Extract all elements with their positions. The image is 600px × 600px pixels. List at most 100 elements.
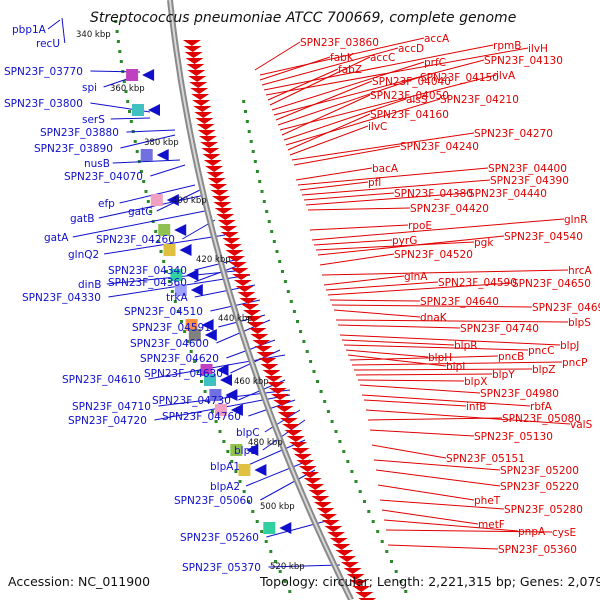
right-gene-label[interactable]: SPN23F_04400 bbox=[488, 163, 567, 175]
left-gene-label[interactable]: trkA bbox=[166, 292, 189, 304]
right-gene-label[interactable]: blpI bbox=[446, 361, 465, 373]
right-gene-label[interactable]: alsS bbox=[406, 94, 428, 106]
left-gene-label[interactable]: recU bbox=[36, 38, 60, 50]
right-gene-label[interactable]: blpX bbox=[464, 376, 487, 388]
right-gene-label[interactable]: fabK bbox=[330, 52, 355, 64]
right-gene-label[interactable]: SPN23F_04240 bbox=[400, 141, 479, 153]
right-gene-label[interactable]: glnA bbox=[404, 271, 428, 283]
right-gene-label[interactable]: SPN23F_04640 bbox=[420, 296, 499, 308]
left-gene-label[interactable]: SPN23F_04260 bbox=[96, 234, 175, 246]
right-gene-label[interactable]: SPN23F_04040 bbox=[372, 76, 451, 88]
left-gene-label[interactable]: SPN23F_03880 bbox=[40, 127, 119, 139]
right-gene-label[interactable]: cysE bbox=[552, 527, 576, 539]
right-gene-label[interactable]: pheT bbox=[474, 495, 501, 507]
left-gene-label[interactable]: glnQ2 bbox=[68, 249, 99, 261]
right-gene-label[interactable]: infB bbox=[466, 401, 486, 413]
left-gene-label[interactable]: SPN23F_04340 bbox=[108, 265, 187, 277]
right-gene-label[interactable]: SPN23F_04980 bbox=[480, 388, 559, 400]
right-gene-label[interactable]: SPN23F_04690 bbox=[532, 302, 600, 314]
right-gene-label[interactable]: glnR bbox=[564, 214, 588, 226]
right-gene-label[interactable]: SPN23F_05151 bbox=[446, 453, 525, 465]
right-gene-label[interactable]: pncP bbox=[562, 357, 587, 369]
left-gene-label[interactable]: SPN23F_04760 bbox=[162, 411, 241, 423]
left-gene-label[interactable]: SPN23F_04720 bbox=[68, 415, 147, 427]
right-gene-label[interactable]: SPN23F_04160 bbox=[370, 109, 449, 121]
left-gene-label[interactable]: dinB bbox=[78, 279, 101, 291]
right-gene-label[interactable]: pncC bbox=[528, 345, 554, 357]
right-gene-label[interactable]: blpY bbox=[492, 369, 515, 381]
left-gene-label[interactable]: blpA2 bbox=[210, 481, 240, 493]
right-gene-label[interactable]: valS bbox=[570, 419, 593, 431]
right-gene-label[interactable]: rpoE bbox=[408, 220, 432, 232]
right-gene-label[interactable]: SPN23F_04210 bbox=[440, 94, 519, 106]
left-gene-label[interactable]: SPN23F_03770 bbox=[4, 66, 83, 78]
right-gene-label[interactable]: SPN23F_04520 bbox=[394, 249, 473, 261]
right-gene-label[interactable]: SPN23F_04590 bbox=[438, 277, 517, 289]
left-gene-label[interactable]: gatB bbox=[70, 213, 94, 225]
left-gene-label[interactable]: efp bbox=[98, 198, 115, 210]
right-gene-label[interactable]: SPN23F_05130 bbox=[474, 431, 553, 443]
right-gene-label[interactable]: pncB bbox=[498, 351, 524, 363]
right-gene-label[interactable]: SPN23F_04540 bbox=[504, 231, 583, 243]
left-gene-label[interactable]: spi bbox=[82, 82, 97, 94]
right-gene-label[interactable]: SPN23F_05080 bbox=[502, 413, 581, 425]
left-gene-label[interactable]: gatC bbox=[128, 206, 153, 218]
right-gene-label[interactable]: SPN23F_03860 bbox=[300, 37, 379, 49]
left-gene-label[interactable]: SPN23F_04330 bbox=[22, 292, 101, 304]
right-gene-label[interactable]: accC bbox=[370, 52, 395, 64]
left-gene-label[interactable]: pbp1A bbox=[12, 24, 47, 36]
right-gene-label[interactable]: rbfA bbox=[530, 401, 553, 413]
left-gene-label[interactable]: SPN23F_05260 bbox=[180, 532, 259, 544]
left-gene-label[interactable]: SPN23F_04510 bbox=[124, 306, 203, 318]
right-gene-label[interactable]: SPN23F_04050 bbox=[370, 90, 449, 102]
right-gene-label[interactable]: pfl bbox=[368, 177, 381, 189]
left-gene-label[interactable]: serS bbox=[82, 114, 105, 126]
left-gene-label[interactable]: SPN23F_03890 bbox=[34, 143, 113, 155]
left-gene-label[interactable]: blpA1 bbox=[210, 461, 240, 473]
right-gene-label[interactable]: ilvC bbox=[368, 121, 387, 133]
right-gene-label[interactable]: SPN23F_04390 bbox=[490, 175, 569, 187]
right-gene-label[interactable]: accD bbox=[398, 43, 424, 55]
right-gene-label[interactable]: blpZ bbox=[532, 364, 555, 376]
right-gene-label[interactable]: blpJ bbox=[560, 340, 579, 352]
right-gene-label[interactable]: metF bbox=[478, 519, 505, 531]
right-gene-label[interactable]: prfC bbox=[424, 57, 446, 69]
left-gene-label[interactable]: gatA bbox=[44, 232, 69, 244]
right-gene-label[interactable]: SPN23F_05200 bbox=[500, 465, 579, 477]
right-gene-label[interactable]: SPN23F_04130 bbox=[484, 55, 563, 67]
left-gene-label[interactable]: SPN23F_05060 bbox=[174, 495, 253, 507]
left-gene-label[interactable]: SPN23F_04070 bbox=[64, 171, 143, 183]
right-gene-label[interactable]: rpmB bbox=[493, 40, 521, 52]
right-gene-label[interactable]: bacA bbox=[372, 163, 399, 175]
right-gene-label[interactable]: pnpA bbox=[518, 526, 546, 538]
left-gene-label[interactable]: SPN23F_04360 bbox=[108, 277, 187, 289]
left-gene-label[interactable]: SPN23F_04710 bbox=[72, 401, 151, 413]
right-gene-label[interactable]: SPN23F_05360 bbox=[498, 544, 577, 556]
left-gene-label[interactable]: SPN23F_04591 bbox=[132, 322, 211, 334]
right-gene-label[interactable]: SPN23F_05280 bbox=[504, 504, 583, 516]
left-gene-label[interactable]: SPN23F_04620 bbox=[140, 353, 219, 365]
right-gene-label[interactable]: blpR bbox=[454, 340, 478, 352]
right-gene-label[interactable]: SPN23F_04440 bbox=[468, 188, 547, 200]
right-gene-label[interactable]: SPN23F_04420 bbox=[410, 203, 489, 215]
right-gene-label[interactable]: blpS bbox=[568, 317, 591, 329]
left-gene-label[interactable]: SPN23F_04730 bbox=[152, 395, 231, 407]
right-gene-label[interactable]: pyrG bbox=[392, 235, 417, 247]
left-gene-label[interactable]: SPN23F_04630 bbox=[144, 368, 223, 380]
right-gene-label[interactable]: ilvH bbox=[528, 43, 548, 55]
left-gene-label[interactable]: SPN23F_05370 bbox=[182, 562, 261, 574]
right-gene-label[interactable]: fabZ bbox=[338, 64, 362, 76]
right-gene-label[interactable]: SPN23F_05220 bbox=[500, 481, 579, 493]
left-gene-label[interactable]: blpC bbox=[236, 427, 260, 439]
right-gene-label[interactable]: SPN23F_04380 bbox=[394, 188, 473, 200]
right-gene-label[interactable]: accA bbox=[424, 33, 450, 45]
right-gene-label[interactable]: SPN23F_04650 bbox=[512, 278, 591, 290]
right-gene-label[interactable]: pgk bbox=[474, 237, 494, 249]
right-gene-label[interactable]: blpH bbox=[428, 352, 452, 364]
right-gene-label[interactable]: dnaK bbox=[420, 312, 448, 324]
right-gene-label[interactable]: ilvA bbox=[496, 70, 516, 82]
left-gene-label[interactable]: nusB bbox=[84, 158, 110, 170]
left-gene-label[interactable]: SPN23F_03800 bbox=[4, 98, 83, 110]
left-gene-label[interactable]: SPN23F_04610 bbox=[62, 374, 141, 386]
left-gene-label[interactable]: blpB bbox=[234, 445, 257, 457]
